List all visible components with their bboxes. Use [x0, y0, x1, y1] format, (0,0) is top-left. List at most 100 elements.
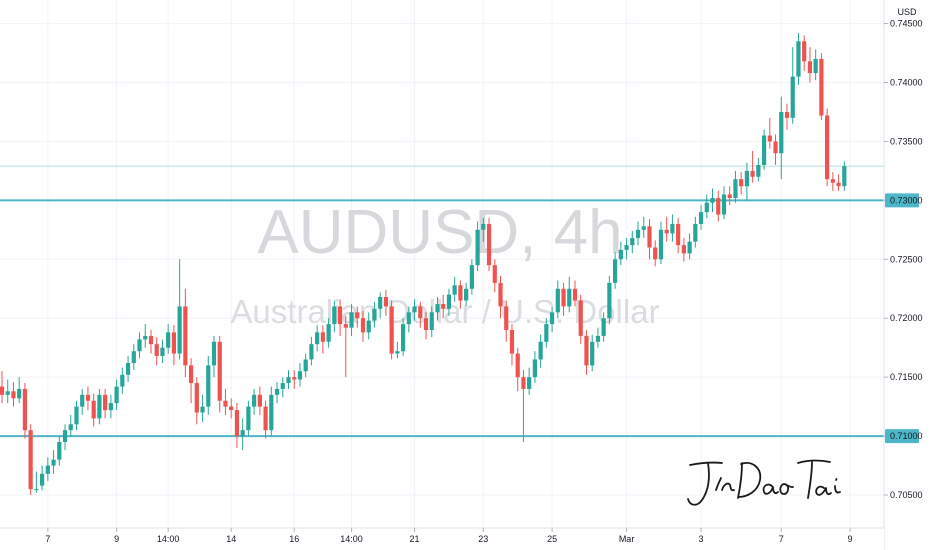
candle[interactable]: [51, 450, 56, 474]
candle[interactable]: [601, 312, 606, 342]
candle[interactable]: [383, 289, 389, 316]
candle[interactable]: [819, 53, 824, 121]
candle[interactable]: [125, 355, 131, 382]
candle[interactable]: [498, 275, 503, 319]
candle[interactable]: [406, 306, 411, 333]
candle[interactable]: [452, 276, 457, 302]
time-tick[interactable]: 7: [779, 528, 784, 544]
candle[interactable]: [423, 312, 429, 340]
candle[interactable]: [584, 330, 589, 375]
candle[interactable]: [91, 393, 96, 427]
candle[interactable]: [469, 259, 474, 295]
candle[interactable]: [590, 334, 595, 372]
candle[interactable]: [538, 334, 543, 368]
candle[interactable]: [355, 306, 360, 328]
candle[interactable]: [171, 325, 176, 366]
time-tick[interactable]: 21: [410, 528, 420, 544]
candle[interactable]: [274, 381, 280, 404]
candle[interactable]: [62, 424, 68, 451]
candle[interactable]: [784, 103, 790, 130]
candle[interactable]: [761, 129, 767, 170]
candle[interactable]: [521, 370, 526, 442]
candle[interactable]: [97, 388, 102, 425]
candle[interactable]: [80, 388, 85, 415]
candle[interactable]: [309, 337, 314, 366]
candle[interactable]: [739, 172, 744, 195]
time-tick[interactable]: 23: [478, 528, 488, 544]
candle[interactable]: [17, 377, 22, 404]
candle[interactable]: [229, 398, 234, 419]
time-tick[interactable]: 25: [547, 528, 557, 544]
candle[interactable]: [481, 218, 486, 242]
candle[interactable]: [143, 324, 148, 348]
candle[interactable]: [103, 388, 108, 419]
candle[interactable]: [486, 218, 492, 272]
candle[interactable]: [567, 276, 572, 313]
candle[interactable]: [11, 381, 16, 407]
candle[interactable]: [664, 216, 669, 242]
candle[interactable]: [670, 214, 675, 242]
candle[interactable]: [22, 383, 28, 439]
time-tick[interactable]: 14:00: [340, 528, 363, 544]
candle[interactable]: [561, 282, 566, 316]
candle[interactable]: [515, 347, 520, 392]
candle[interactable]: [160, 339, 165, 363]
candle[interactable]: [28, 424, 33, 495]
candle[interactable]: [188, 358, 194, 404]
candle[interactable]: [693, 216, 698, 248]
candle[interactable]: [292, 370, 297, 389]
candle[interactable]: [647, 219, 652, 260]
candle[interactable]: [349, 304, 354, 336]
candle[interactable]: [842, 161, 847, 191]
candle[interactable]: [177, 259, 182, 360]
candle[interactable]: [830, 172, 835, 191]
candle[interactable]: [378, 292, 383, 319]
candle[interactable]: [464, 282, 469, 307]
price-axis-ticks[interactable]: 0.74500 0.74000 0.73500 0.73000 0.72500 0.720…: [884, 19, 923, 500]
candle[interactable]: [813, 49, 818, 81]
candle[interactable]: [315, 325, 320, 352]
candle[interactable]: [578, 294, 583, 345]
price-tick[interactable]: 0.72000: [884, 313, 923, 323]
candle[interactable]: [5, 379, 10, 404]
candle[interactable]: [756, 157, 761, 182]
candle[interactable]: [137, 332, 142, 359]
candle[interactable]: [572, 280, 578, 307]
candle[interactable]: [555, 280, 560, 319]
price-tick[interactable]: 0.70500: [884, 490, 923, 500]
price-tick[interactable]: 0.73000: [884, 193, 923, 208]
candle[interactable]: [549, 306, 555, 333]
candle[interactable]: [217, 335, 222, 413]
candle[interactable]: [246, 400, 251, 437]
time-tick[interactable]: 7: [45, 528, 50, 544]
candle[interactable]: [108, 394, 113, 419]
candle[interactable]: [802, 35, 807, 71]
candle[interactable]: [807, 47, 813, 83]
candle[interactable]: [435, 297, 440, 321]
candle[interactable]: [0, 371, 5, 404]
time-tick[interactable]: 16: [289, 528, 299, 544]
candle[interactable]: [34, 471, 39, 493]
candle[interactable]: [825, 108, 830, 187]
candle[interactable]: [389, 300, 394, 360]
candle[interactable]: [372, 301, 377, 328]
candle[interactable]: [458, 280, 463, 309]
candle[interactable]: [710, 188, 715, 213]
candle[interactable]: [624, 238, 629, 260]
candle[interactable]: [154, 337, 159, 366]
candle[interactable]: [269, 386, 274, 437]
candle[interactable]: [120, 367, 125, 394]
time-tick[interactable]: 14: [226, 528, 236, 544]
candle[interactable]: [194, 377, 199, 425]
candle[interactable]: [166, 324, 171, 354]
candle[interactable]: [607, 275, 612, 325]
candle[interactable]: [750, 150, 755, 183]
candle[interactable]: [779, 96, 784, 180]
candle[interactable]: [252, 388, 257, 415]
candle[interactable]: [223, 388, 228, 415]
candle[interactable]: [57, 436, 62, 466]
candle[interactable]: [635, 221, 641, 246]
candle[interactable]: [767, 117, 772, 149]
